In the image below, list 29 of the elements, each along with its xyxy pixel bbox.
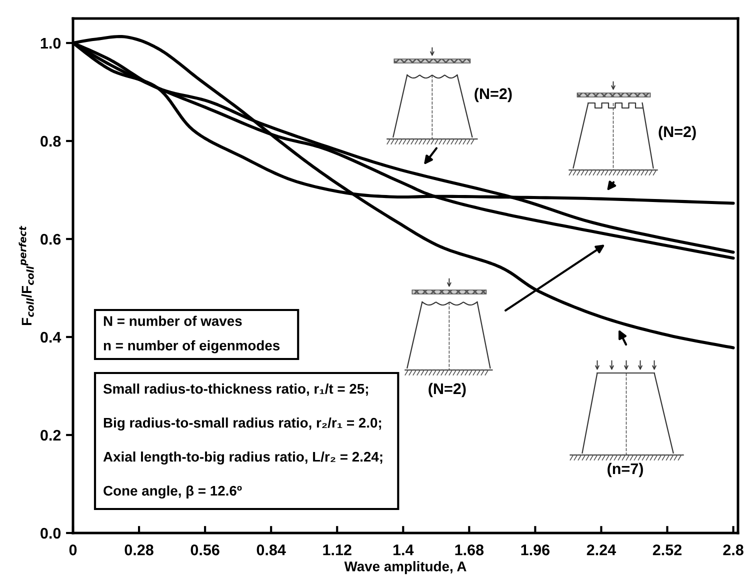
x-axis-title: Wave amplitude, A [344,561,466,574]
y-tick-label: 0.0 [40,528,61,539]
x-tick-label: 1.12 [323,544,352,556]
x-tick-label: 1.4 [393,544,414,556]
x-tick-label: 0.84 [256,544,286,556]
x-tick-label: 0.56 [190,544,220,556]
annotation: Big radius-to-small radius ratio, r₂/r₁ = 2.0; [104,417,382,431]
x-tick-label: 2.52 [652,544,682,556]
y-axis-title: F$_{coll}$/F$_{coll}$$^{perfect}$ [18,226,34,325]
y-tick-label: 0.2 [40,430,61,441]
annotation: N = number of waves [104,316,242,326]
x-tick-label: 2.24 [586,544,616,556]
annotation: Cone angle, β = 12.6º [104,485,242,499]
annotation: Axial length-to-big radius ratio, L/r₂ = 2.24; [103,451,382,465]
annotation: (n=7) [608,462,643,478]
x-tick-label: 0.28 [124,544,154,556]
x-tick-label: 2.8 [723,544,744,556]
annotation: n = number of eigenmodes [104,340,280,354]
annotation: Small radius-to-thickness ratio, r₁/t = 25; [103,384,368,396]
annotation: (N=2) [474,88,512,102]
x-tick-label: 1.96 [521,544,550,556]
y-tick-label: 1.0 [40,38,61,49]
y-tick-label: 0.8 [40,136,61,147]
y-tick-label: 0.6 [40,234,61,245]
x-tick-label: 0 [69,544,77,556]
annotation: (N=2) [658,126,696,140]
y-tick-label: 0.4 [40,332,62,343]
annotation: (N=2) [428,382,466,398]
x-tick-label: 1.68 [455,544,484,556]
